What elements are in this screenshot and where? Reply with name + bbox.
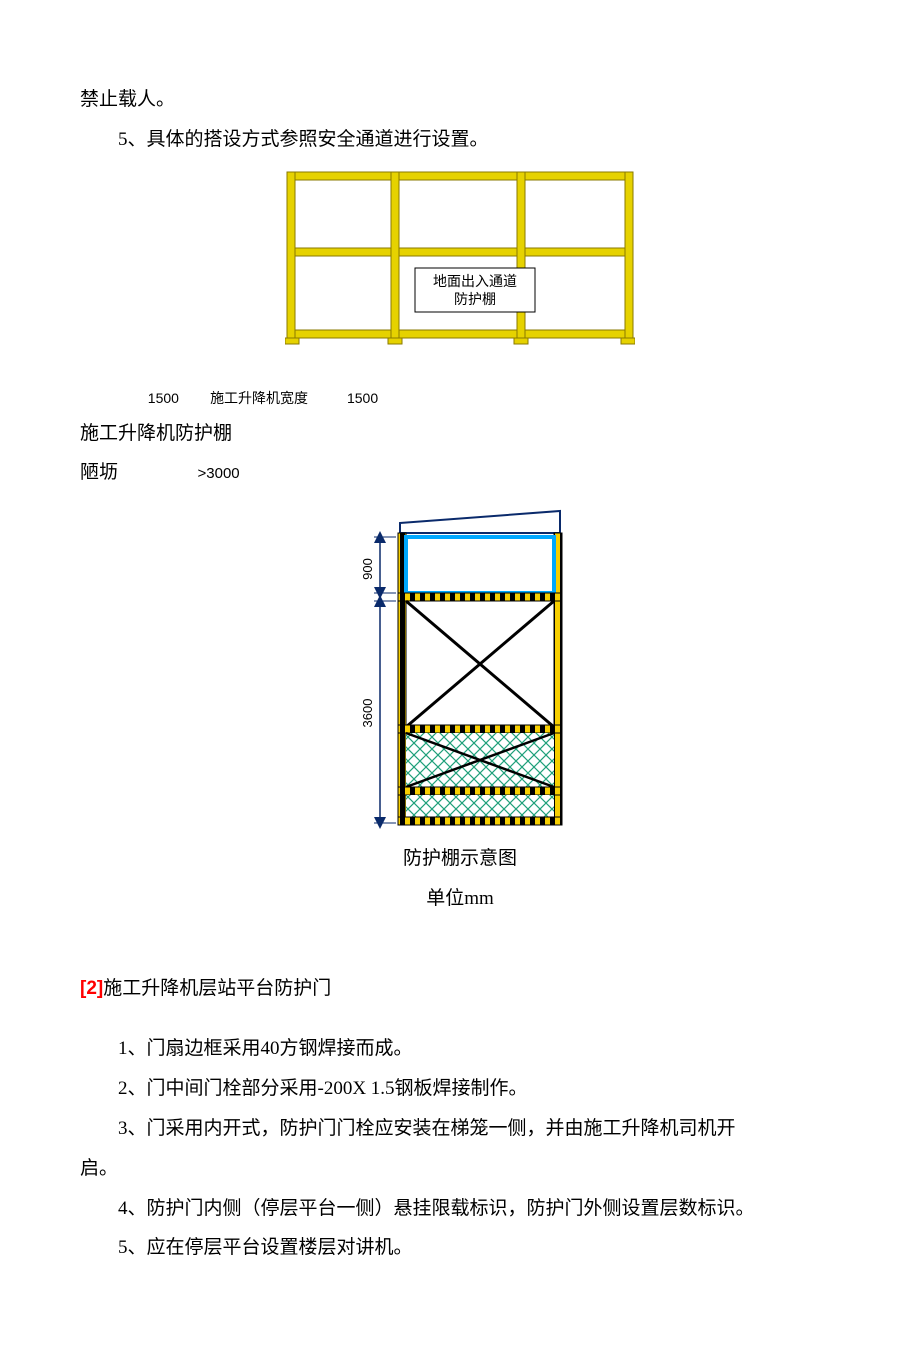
- extra-2a: 陋坜: [80, 462, 118, 483]
- s2-item-5: 5、应在停层平台设置楼层对讲机。: [80, 1228, 840, 1268]
- diagram-2-container: 900 3600 防护棚示意图 单位mm: [80, 503, 840, 919]
- s2-item-3a: 3、门采用内开式，防护门门栓应安装在梯笼一侧，并由施工升降机司机开: [80, 1109, 840, 1149]
- dim-3600: 3600: [360, 699, 375, 728]
- extra-line-1: 施工升降机防护棚: [80, 414, 840, 454]
- dim-900: 900: [360, 558, 375, 580]
- dim-mid: 施工升降机宽度: [210, 390, 308, 406]
- s2-item-4: 4、防护门内侧（停层平台一侧）悬挂限载标识，防护门外侧设置层数标识。: [80, 1189, 840, 1229]
- diagram-2-unit: 单位mm: [80, 879, 840, 919]
- section-2-ref: [2]: [80, 978, 103, 999]
- intro-line-1: 5、具体的搭设方式参照安全通道进行设置。: [80, 120, 840, 160]
- s2-item-1: 1、门扇边框采用40方钢焊接而成。: [80, 1029, 840, 1069]
- diagram-2-svg: 900 3600: [330, 503, 590, 833]
- s2-item-2: 2、门中间门栓部分采用-200X 1.5钢板焊接制作。: [80, 1069, 840, 1109]
- intro-line-0: 禁止载人。: [80, 80, 840, 120]
- dim-1500-left: 1500: [148, 390, 179, 406]
- diagram-1-svg: 地面出入通道 防护棚: [285, 170, 635, 345]
- section-2-heading: [2]施工升降机层站平台防护门: [80, 969, 840, 1009]
- s2-item-3b: 启。: [80, 1149, 840, 1189]
- diagram-2-caption: 防护棚示意图: [80, 839, 840, 879]
- d1-label-line2: 防护棚: [454, 292, 496, 308]
- extra-2b: >3000: [198, 465, 240, 482]
- dim-1500-right: 1500: [347, 390, 378, 406]
- d1-label-line1: 地面出入通道: [433, 274, 517, 290]
- diagram-1-dimensions: 1500 施工升降机宽度 1500: [80, 355, 840, 414]
- section-2-title: 施工升降机层站平台防护门: [103, 978, 331, 999]
- diagram-1-container: 地面出入通道 防护棚: [80, 170, 840, 345]
- extra-line-2: 陋坜 >3000: [80, 453, 840, 493]
